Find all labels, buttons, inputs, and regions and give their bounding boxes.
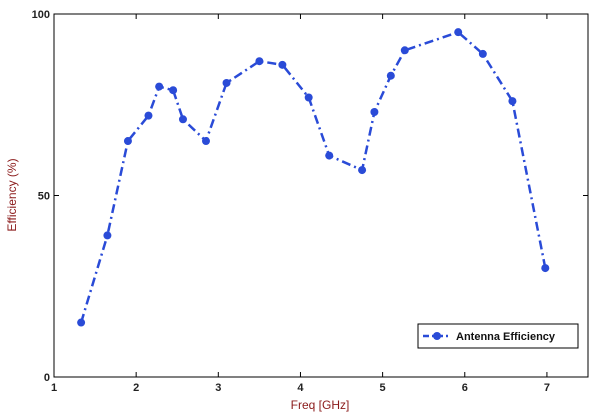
data-point <box>144 111 153 120</box>
data-point <box>370 108 379 117</box>
x-axis-label: Freq [GHz] <box>291 398 350 412</box>
y-tick-label: 100 <box>32 9 50 21</box>
data-point <box>169 86 178 95</box>
x-tick-label: 4 <box>297 382 304 394</box>
data-point <box>454 28 463 37</box>
data-point <box>478 49 487 58</box>
data-point <box>123 137 132 146</box>
data-point <box>103 231 112 240</box>
legend: Antenna Efficiency <box>417 323 579 349</box>
x-tick-label: 3 <box>215 382 221 394</box>
axis-tick-labels: 1 2 3 4 5 6 7 0 50 100 <box>32 9 550 394</box>
data-point <box>386 71 395 80</box>
series-line-antenna-efficiency <box>79 30 547 323</box>
x-tick-label: 7 <box>544 382 550 394</box>
x-tick-label: 6 <box>462 382 468 394</box>
y-tick-label: 0 <box>44 372 50 384</box>
legend-box <box>417 323 579 349</box>
data-point <box>358 166 367 175</box>
data-point <box>178 115 187 124</box>
y-axis-label: Efficiency (%) <box>5 158 19 231</box>
legend-marker <box>433 332 441 340</box>
data-point <box>201 137 210 146</box>
plot-frame <box>53 13 589 378</box>
data-point <box>508 97 517 106</box>
series-markers <box>77 28 550 327</box>
data-point <box>400 46 409 55</box>
data-point <box>304 93 313 102</box>
y-tick-label: 50 <box>38 191 50 203</box>
legend-label: Antenna Efficiency <box>456 331 556 343</box>
data-point <box>325 151 334 160</box>
data-point <box>155 82 164 91</box>
x-tick-label: 2 <box>133 382 139 394</box>
data-point <box>222 78 231 87</box>
data-point <box>541 264 550 273</box>
data-point <box>278 60 287 69</box>
axis-ticks <box>53 13 588 378</box>
x-tick-label: 1 <box>51 382 57 394</box>
data-point <box>255 57 264 66</box>
x-tick-label: 5 <box>380 382 386 394</box>
data-point <box>77 318 86 327</box>
